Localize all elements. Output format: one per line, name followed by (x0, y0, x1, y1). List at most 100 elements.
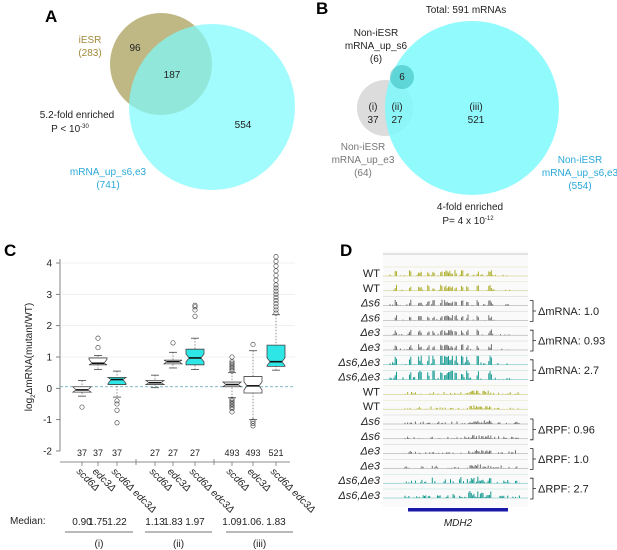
outlier (229, 360, 235, 366)
box-0-0 (71, 380, 93, 410)
region-ii-count: 27 (391, 115, 403, 126)
track: Δs6 (360, 429, 528, 443)
track: WT (363, 385, 528, 398)
outlier (273, 294, 279, 301)
bracket (530, 477, 536, 500)
p-value-text-b: P= 4 x 10-12 (442, 216, 494, 227)
track-label: WT (363, 386, 380, 398)
track-label: Δs6,Δe3 (337, 357, 381, 369)
e3-name-1: Non-iESR (341, 142, 385, 153)
count-label: 37 (77, 448, 87, 458)
outlier (273, 304, 279, 310)
track: WT (363, 266, 528, 280)
track-label: Δs6 (360, 431, 381, 443)
panel-b-venn: B Total: 591 mRNAs Non-iESR mRNA_up_s6 (… (316, 0, 617, 227)
panel-a-venn: A iESR (283) 96 187 554 5.2-fold enriche… (40, 7, 295, 191)
region-i-count: 37 (367, 115, 379, 126)
total-text: Total: 591 mRNAs (426, 5, 507, 16)
outlier (273, 291, 279, 297)
box-2-0 (221, 354, 243, 415)
outlier (273, 285, 279, 291)
median-value: 1.13 (145, 517, 165, 528)
track: WT (363, 281, 528, 295)
region-iii: (iii) (469, 102, 482, 113)
track: Δs6,Δe3 (337, 355, 528, 369)
coverage-signal (404, 464, 518, 469)
coverage-signal (404, 405, 519, 410)
box-2-1 (243, 341, 263, 429)
gene-bar (408, 508, 508, 512)
box (185, 348, 205, 366)
coverage-signal (404, 420, 520, 424)
coverage-signal (404, 390, 520, 395)
outlier (229, 409, 235, 415)
track-label: WT (363, 401, 380, 413)
median-value: 1.75 (88, 517, 108, 528)
track-label: Δe3 (359, 342, 380, 354)
count-label: 493 (224, 448, 239, 458)
fold-change-label: ΔRPF: 0.96 (538, 424, 595, 436)
outlier (170, 340, 176, 346)
iesr-count: (283) (78, 48, 101, 59)
s6e3-count: (554) (568, 181, 591, 192)
count-label: 27 (190, 448, 200, 458)
count-label: 493 (245, 448, 260, 458)
only-up-count: 554 (235, 120, 252, 131)
track: Δs6,Δe3 (337, 474, 528, 487)
count-label: 27 (150, 448, 160, 458)
y-tick-label: 0 (46, 384, 52, 395)
track: WT (363, 400, 528, 413)
track: Δs6,Δe3 (337, 370, 528, 384)
outlier (273, 263, 279, 269)
outlier (114, 407, 120, 413)
mrna-up-circle (129, 24, 295, 190)
bracket (530, 359, 536, 381)
track-label: Δs6 (360, 298, 381, 310)
track-label: WT (363, 268, 380, 280)
y-tick-label: 1 (46, 353, 52, 364)
y-tick-label: -2 (43, 447, 52, 458)
outlier (273, 307, 279, 313)
track-label: Δs6,Δe3 (337, 372, 381, 384)
outlier (273, 301, 279, 307)
outlier (114, 401, 120, 407)
median-value: 1.09 (222, 517, 242, 528)
count-label: 37 (93, 448, 103, 458)
outlier (273, 298, 279, 304)
outlier (250, 341, 256, 348)
panel-label-d: D (340, 241, 352, 260)
outlier (229, 406, 235, 412)
fold-change-label: ΔRPF: 2.7 (538, 484, 589, 496)
s6-circle (390, 65, 414, 89)
y-tick-label: 4 (46, 259, 52, 270)
count-label: 37 (112, 448, 122, 458)
track: Δs6 (360, 296, 528, 310)
panel-label-b: B (316, 0, 328, 18)
coverage-signal (389, 370, 511, 380)
coverage-signal (404, 449, 516, 454)
coverage-signal (393, 284, 511, 291)
outlier (273, 268, 279, 274)
region-ii: (ii) (391, 102, 402, 113)
box-1-2 (185, 302, 205, 370)
region-i: (i) (369, 102, 378, 113)
iesr-name: iESR (79, 35, 102, 46)
outlier (192, 304, 198, 310)
s6-count: (6) (370, 54, 382, 65)
fold-change-label: ΔmRNA: 2.7 (538, 365, 599, 377)
coverage-signal (404, 435, 519, 439)
box-1-0 (144, 374, 166, 389)
s6-overlap-count: 6 (399, 72, 405, 83)
track: Δs6,Δe3 (337, 488, 528, 502)
e3-name-2: mRNA_up_e3 (332, 155, 395, 166)
outlier (95, 335, 101, 341)
panel-d-tracks: D MDH2 WT WT Δs6 Δs6 Δe3 Δe3 Δs6,Δe3 Δs6,Δe3 WT W… (337, 241, 605, 529)
fold-change-label: ΔRPF: 1.0 (538, 454, 589, 466)
up-name: mRNA_up_s6,e3 (70, 167, 147, 178)
track: Δe3 (359, 326, 528, 339)
box (243, 376, 263, 394)
s6-name-2: mRNA_up_s6 (345, 41, 408, 52)
track-label: Δe3 (359, 327, 380, 339)
count-label: 27 (168, 448, 178, 458)
